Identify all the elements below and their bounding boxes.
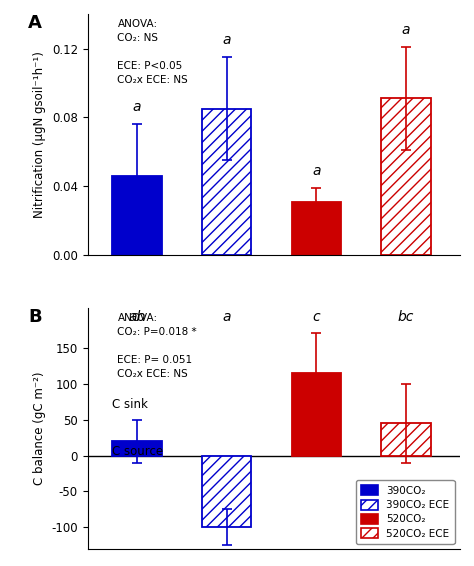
Text: a: a [222, 33, 231, 47]
Text: B: B [28, 308, 42, 326]
Text: a: a [312, 164, 320, 178]
Y-axis label: C balance (gC m⁻²): C balance (gC m⁻²) [33, 372, 46, 485]
Bar [202, 456, 251, 528]
Text: bc: bc [398, 310, 414, 324]
Text: a: a [133, 100, 141, 114]
Text: a: a [402, 23, 410, 37]
Text: ANOVA:
CO₂: P=0.018 *

ECE: P= 0.051
CO₂x ECE: NS: ANOVA: CO₂: P=0.018 * ECE: P= 0.051 CO₂x… [118, 313, 197, 379]
Legend: 390CO₂, 390CO₂ ECE, 520CO₂, 520CO₂ ECE: 390CO₂, 390CO₂ ECE, 520CO₂, 520CO₂ ECE [356, 481, 455, 544]
Bar [202, 109, 251, 255]
Text: a: a [222, 310, 231, 324]
Bar [381, 423, 431, 456]
Bar [381, 98, 431, 255]
Text: A: A [28, 14, 42, 32]
Text: ANOVA:
CO₂: NS

ECE: P<0.05
CO₂x ECE: NS: ANOVA: CO₂: NS ECE: P<0.05 CO₂x ECE: NS [118, 19, 188, 85]
Bar [292, 373, 341, 456]
Text: C source: C source [112, 445, 163, 458]
Bar [112, 441, 162, 456]
Text: c: c [312, 310, 320, 324]
Text: C sink: C sink [112, 398, 148, 411]
Text: ab: ab [128, 310, 146, 324]
Y-axis label: Nitrification (μgN gsoil⁻¹h⁻¹): Nitrification (μgN gsoil⁻¹h⁻¹) [33, 51, 46, 218]
Bar [292, 201, 341, 255]
Bar [112, 176, 162, 255]
